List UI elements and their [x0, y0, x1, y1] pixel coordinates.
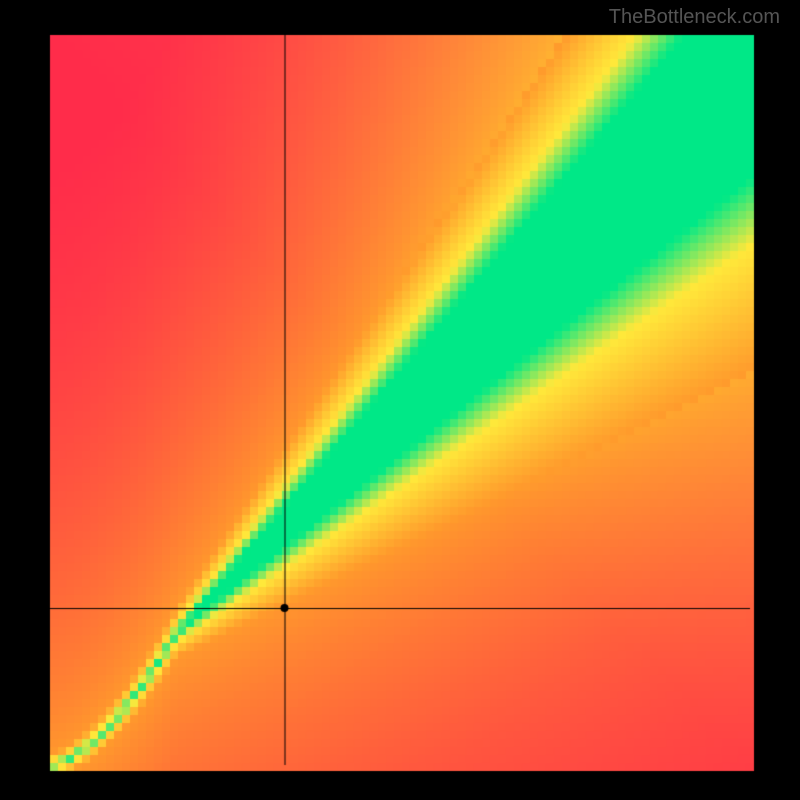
chart-container: TheBottleneck.com	[0, 0, 800, 800]
watermark-text: TheBottleneck.com	[609, 6, 780, 29]
heatmap-canvas	[0, 0, 800, 800]
